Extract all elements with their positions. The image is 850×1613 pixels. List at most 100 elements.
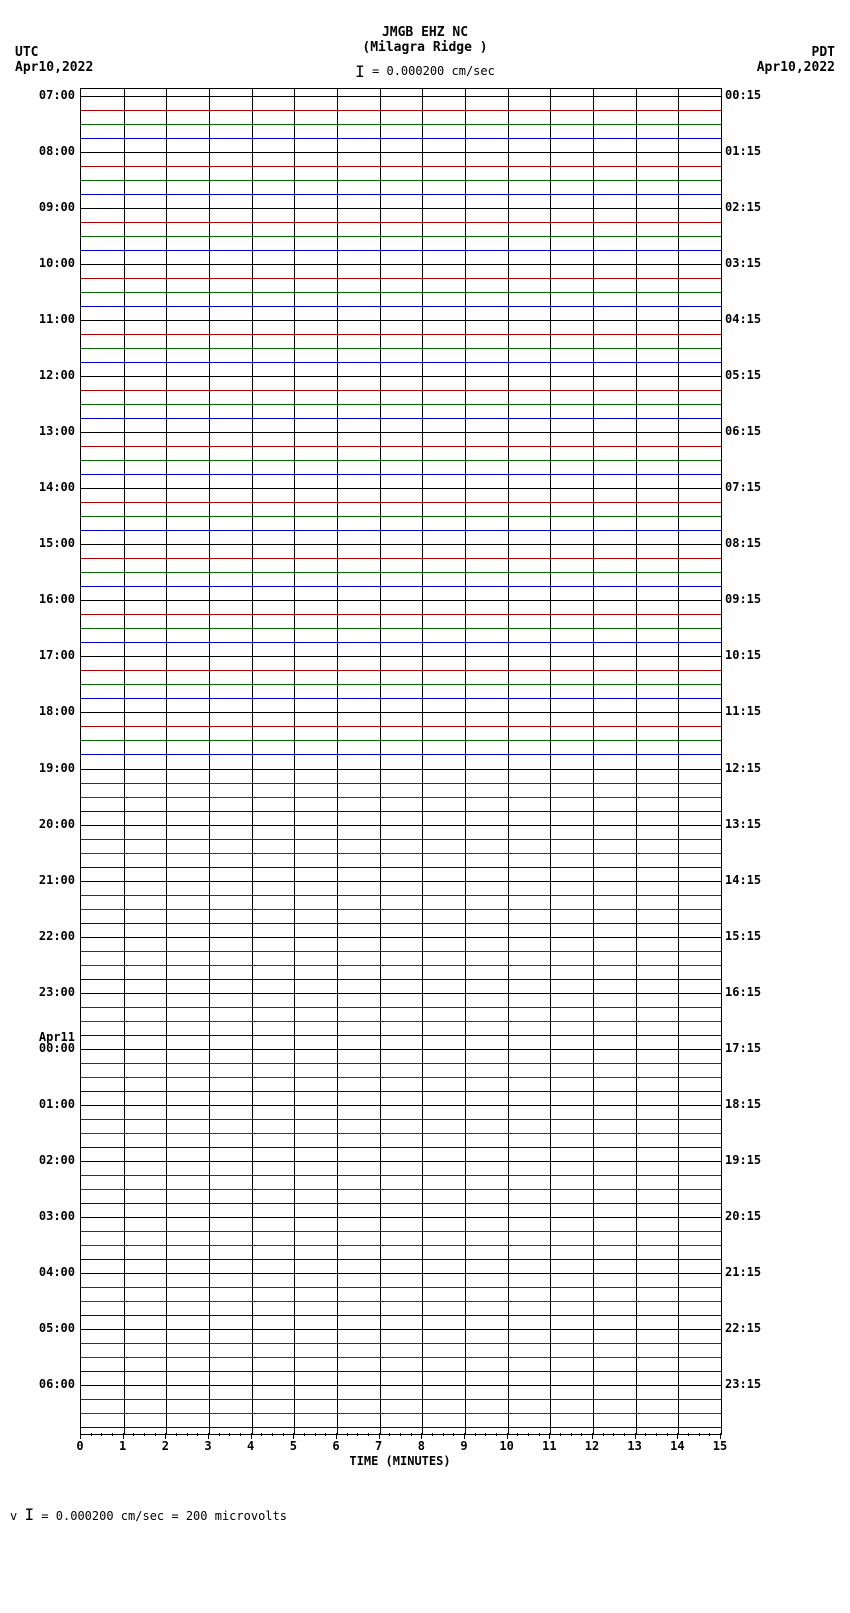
x-tick-minor — [283, 1433, 284, 1436]
trace-line — [81, 530, 721, 531]
right-time-label: 21:15 — [725, 1265, 761, 1279]
left-time-label: 22:00 — [39, 929, 75, 943]
left-time-label: 20:00 — [39, 817, 75, 831]
x-tick-label: 12 — [585, 1439, 599, 1453]
vgrid-line — [124, 89, 125, 1434]
trace-line — [81, 460, 721, 461]
trace-line — [81, 236, 721, 237]
x-tick-minor — [368, 1433, 369, 1436]
right-time-label: 16:15 — [725, 985, 761, 999]
plot-area — [80, 88, 722, 1435]
location-title: (Milagra Ridge ) — [0, 40, 850, 55]
vgrid-line — [380, 89, 381, 1434]
right-time-label: 03:15 — [725, 256, 761, 270]
right-time-label: 23:15 — [725, 1377, 761, 1391]
x-tick-minor — [325, 1433, 326, 1436]
x-tick-minor — [432, 1433, 433, 1436]
left-time-label: 19:00 — [39, 761, 75, 775]
x-tick-minor — [613, 1433, 614, 1436]
right-time-label: 14:15 — [725, 873, 761, 887]
right-time-label: 04:15 — [725, 312, 761, 326]
x-tick-minor — [261, 1433, 262, 1436]
scale-indicator: I = 0.000200 cm/sec — [0, 62, 850, 81]
left-time-label: 06:00 — [39, 1377, 75, 1391]
left-time-label: 05:00 — [39, 1321, 75, 1335]
x-tick-label: 14 — [670, 1439, 684, 1453]
trace-line — [81, 334, 721, 335]
trace-line — [81, 1091, 721, 1092]
right-time-label: 17:15 — [725, 1041, 761, 1055]
vgrid-line — [209, 89, 210, 1434]
x-tick-minor — [528, 1433, 529, 1436]
right-time-label: 02:15 — [725, 200, 761, 214]
left-time-label: 15:00 — [39, 536, 75, 550]
right-time-label: 05:15 — [725, 368, 761, 382]
right-time-label: 10:15 — [725, 648, 761, 662]
x-tick-minor — [688, 1433, 689, 1436]
left-time-label: 21:00 — [39, 873, 75, 887]
trace-line — [81, 1245, 721, 1246]
trace-line — [81, 684, 721, 685]
trace-line — [81, 558, 721, 559]
trace-line — [81, 642, 721, 643]
left-day-label: Apr11 — [39, 1030, 75, 1044]
trace-line — [81, 1343, 721, 1344]
left-time-label: 13:00 — [39, 424, 75, 438]
x-tick-minor — [91, 1433, 92, 1436]
right-time-label: 11:15 — [725, 704, 761, 718]
left-time-label: 10:00 — [39, 256, 75, 270]
trace-line — [81, 1371, 721, 1372]
trace-line — [81, 222, 721, 223]
trace-line — [81, 1049, 721, 1050]
x-tick-minor — [667, 1433, 668, 1436]
right-time-label: 01:15 — [725, 144, 761, 158]
x-tick-label: 9 — [460, 1439, 467, 1453]
trace-line — [81, 362, 721, 363]
trace-line — [81, 1105, 721, 1106]
right-time-label: 20:15 — [725, 1209, 761, 1223]
trace-line — [81, 1259, 721, 1260]
trace-line — [81, 306, 721, 307]
trace-line — [81, 96, 721, 97]
trace-line — [81, 656, 721, 657]
x-tick-minor — [517, 1433, 518, 1436]
trace-line — [81, 544, 721, 545]
trace-line — [81, 1133, 721, 1134]
x-tick-minor — [400, 1433, 401, 1436]
trace-line — [81, 502, 721, 503]
vgrid-line — [252, 89, 253, 1434]
right-time-label: 12:15 — [725, 761, 761, 775]
left-time-label: 02:00 — [39, 1153, 75, 1167]
x-tick-minor — [219, 1433, 220, 1436]
trace-line — [81, 1357, 721, 1358]
x-tick-label: 7 — [375, 1439, 382, 1453]
vgrid-line — [636, 89, 637, 1434]
x-tick-label: 11 — [542, 1439, 556, 1453]
footer-scale: v I = 0.000200 cm/sec = 200 microvolts — [10, 1505, 287, 1524]
left-time-label: 07:00 — [39, 88, 75, 102]
right-time-label: 18:15 — [725, 1097, 761, 1111]
trace-line — [81, 278, 721, 279]
right-time-label: 22:15 — [725, 1321, 761, 1335]
right-time-label: 08:15 — [725, 536, 761, 550]
trace-line — [81, 1329, 721, 1330]
trace-line — [81, 250, 721, 251]
trace-line — [81, 993, 721, 994]
footer-text: = 0.000200 cm/sec = 200 microvolts — [34, 1509, 287, 1523]
trace-line — [81, 726, 721, 727]
trace-line — [81, 1203, 721, 1204]
trace-line — [81, 783, 721, 784]
trace-line — [81, 979, 721, 980]
vgrid-line — [508, 89, 509, 1434]
right-time-label: 15:15 — [725, 929, 761, 943]
x-tick-minor — [112, 1433, 113, 1436]
trace-line — [81, 180, 721, 181]
x-tick-minor — [560, 1433, 561, 1436]
trace-line — [81, 390, 721, 391]
station-title: JMGB EHZ NC — [0, 25, 850, 40]
trace-line — [81, 1315, 721, 1316]
x-tick-minor — [272, 1433, 273, 1436]
x-tick-minor — [539, 1433, 540, 1436]
vgrid-line — [294, 89, 295, 1434]
trace-line — [81, 628, 721, 629]
